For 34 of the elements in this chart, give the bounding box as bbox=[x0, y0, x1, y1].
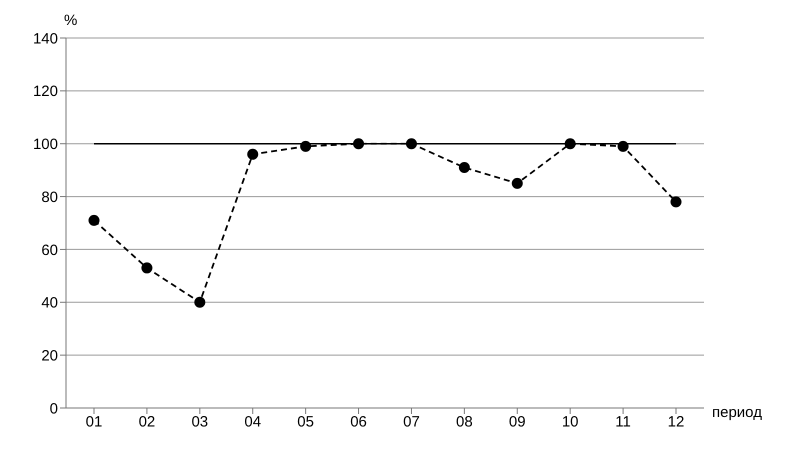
point bbox=[247, 148, 258, 160]
x-tick-label: 02 bbox=[138, 414, 156, 431]
x-tick-label: 06 bbox=[350, 414, 367, 431]
point bbox=[88, 214, 100, 226]
y-axis-title: % bbox=[64, 12, 78, 29]
y-tick-label: 60 bbox=[41, 242, 58, 259]
y-tick-label: 0 bbox=[50, 400, 58, 418]
x-tick-label: 08 bbox=[456, 414, 473, 431]
y-tick-label: 80 bbox=[41, 188, 58, 206]
y-tick-label: 100 bbox=[32, 136, 58, 154]
point bbox=[618, 140, 629, 152]
x-tick-label: 12 bbox=[668, 414, 684, 431]
point bbox=[194, 296, 206, 308]
point bbox=[353, 138, 364, 150]
y-tick-label: 140 bbox=[32, 30, 58, 48]
point bbox=[458, 162, 470, 173]
point bbox=[141, 262, 152, 274]
x-tick-label: 07 bbox=[403, 414, 420, 431]
x-tick-label: 03 bbox=[191, 414, 208, 431]
x-tick-label: 11 bbox=[615, 414, 631, 431]
point bbox=[406, 138, 417, 150]
x-tick-label: 05 bbox=[297, 414, 314, 431]
point bbox=[670, 196, 682, 208]
y-tick-label: 120 bbox=[32, 83, 58, 100]
y-tick-label: 40 bbox=[41, 294, 58, 312]
x-tick-label: 01 bbox=[86, 414, 102, 431]
point bbox=[512, 178, 523, 189]
point bbox=[564, 138, 576, 150]
x-tick-label: 04 bbox=[244, 414, 262, 431]
point bbox=[300, 140, 312, 152]
y-tick-label: 20 bbox=[41, 347, 58, 364]
x-axis-title: период bbox=[712, 404, 762, 421]
x-tick-label: 10 bbox=[562, 414, 579, 431]
x-tick-label: 09 bbox=[508, 414, 526, 431]
